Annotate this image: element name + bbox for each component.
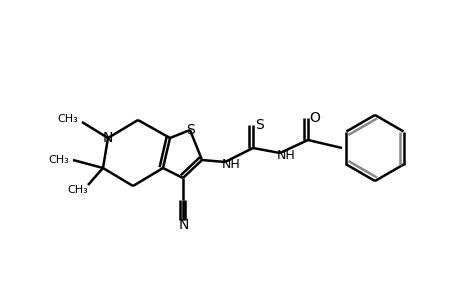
- Text: S: S: [186, 123, 195, 137]
- Text: O: O: [309, 111, 320, 125]
- Text: N: N: [179, 218, 189, 232]
- Text: NH: NH: [276, 148, 295, 161]
- Text: NH: NH: [221, 158, 240, 170]
- Text: CH₃: CH₃: [67, 185, 88, 195]
- Text: CH₃: CH₃: [57, 114, 78, 124]
- Text: S: S: [255, 118, 264, 132]
- Text: N: N: [103, 131, 113, 145]
- Text: CH₃: CH₃: [48, 155, 69, 165]
